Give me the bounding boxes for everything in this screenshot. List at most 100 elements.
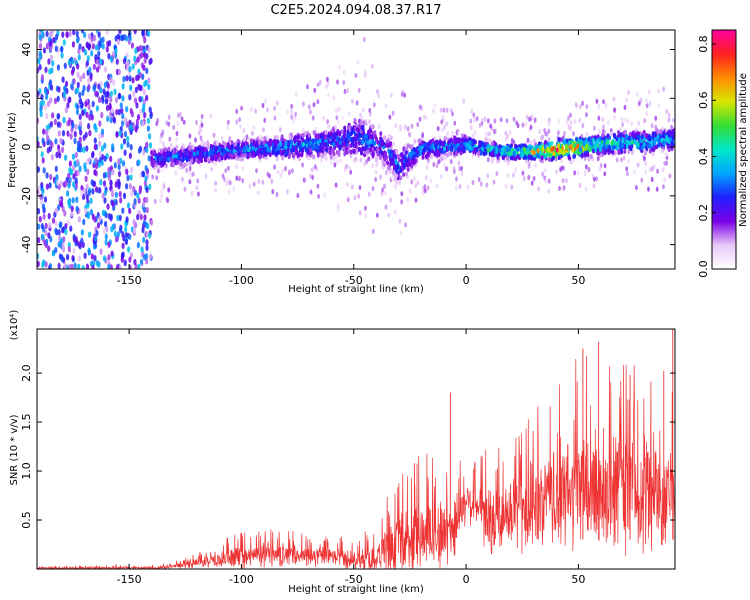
spectrogram-cell [593, 135, 597, 141]
spectrogram-cell [662, 166, 665, 172]
spectrogram-cell [214, 161, 217, 167]
spectrogram-cell [74, 236, 78, 243]
spectrogram-cell [635, 185, 638, 191]
spectrogram-cell [146, 117, 150, 125]
spectrogram-cell [389, 197, 392, 203]
spectrogram-cell [644, 149, 647, 155]
spectrogram-cell [38, 42, 43, 50]
spectrogram-cell [128, 233, 132, 240]
spectrogram-cell [472, 112, 476, 118]
spectrogram-x-tick-label: -50 [345, 274, 363, 287]
spectrogram-cell [276, 169, 280, 175]
spectrogram-cell [471, 179, 475, 186]
spectrogram-cell [337, 106, 341, 112]
spectrogram-cell [129, 84, 133, 92]
spectrogram-cell [223, 149, 227, 155]
spectrogram-cell [98, 187, 102, 194]
spectrogram-cell [320, 134, 324, 140]
spectrogram-cell [45, 112, 49, 120]
spectrogram-cell [525, 150, 529, 156]
spectrogram-cell [129, 123, 133, 131]
spectrogram-cell [126, 135, 130, 143]
spectrogram-cell [301, 148, 305, 154]
spectrogram-cell [59, 237, 64, 244]
spectrogram-cell [514, 167, 517, 173]
spectrogram-y-tick-label: 40 [20, 43, 33, 57]
spectrogram-cell [75, 30, 79, 37]
spectrogram-cell [551, 155, 555, 161]
spectrogram-cell [402, 172, 406, 177]
spectrogram-cell [190, 190, 194, 196]
spectrogram-cell [473, 130, 477, 136]
spectrogram-cell [252, 124, 256, 130]
spectrogram-cell [625, 166, 629, 172]
spectrogram-cell [105, 104, 110, 112]
spectrogram-cell [329, 154, 333, 160]
spectrogram-cell [124, 226, 128, 233]
spectrogram-cell [142, 219, 146, 226]
spectrogram-cell [104, 233, 108, 240]
spectrogram-cell [552, 151, 556, 157]
colorbar-tick-label: 0.4 [697, 148, 710, 166]
spectrogram-cell [413, 176, 416, 182]
spectrogram-cell [292, 152, 296, 158]
spectrogram-cell [117, 92, 121, 100]
spectrogram-cell [228, 145, 232, 151]
snr-x-ticks: -150 -100 -50 0 50 [117, 329, 585, 586]
spectrogram-cell [307, 155, 311, 161]
spectrogram-cell [667, 117, 671, 123]
spectrogram-cell [64, 223, 68, 230]
spectrogram-cell [47, 58, 51, 65]
spectrogram-cell [439, 148, 442, 153]
spectrogram-cell [393, 176, 397, 181]
spectrogram-cell [62, 39, 66, 46]
spectrogram-cell [188, 154, 192, 160]
spectrogram-cell [284, 150, 288, 156]
spectrogram-cell [83, 165, 87, 172]
spectrogram-cell [520, 143, 524, 149]
spectrogram-cell [374, 169, 378, 175]
spectrogram-cell [371, 228, 375, 234]
spectrogram-cell [432, 161, 436, 168]
spectrogram-cell [80, 30, 85, 34]
spectrogram-cell [138, 187, 142, 195]
spectrogram-cell [625, 97, 628, 103]
spectrogram-cell [54, 220, 58, 227]
spectrogram-cell [200, 122, 204, 128]
spectrogram-cell [455, 176, 458, 182]
spectrogram-cell [324, 156, 328, 162]
spectrogram-cell [116, 214, 120, 222]
spectrogram-cell [473, 139, 477, 145]
spectrogram-cell [328, 150, 332, 156]
spectrogram-cell [87, 156, 91, 164]
spectrogram-cell [99, 179, 103, 186]
spectrogram-cell [167, 121, 171, 127]
spectrogram-cell [626, 171, 629, 177]
spectrogram-cell [543, 127, 546, 134]
spectrogram-cell [48, 40, 52, 47]
spectrogram-cell [245, 134, 249, 140]
spectrogram-cell [44, 129, 49, 136]
spectrogram-cell [655, 186, 659, 192]
spectrogram-cell [268, 140, 272, 146]
spectrogram-cell [262, 140, 266, 146]
spectrogram-cell [357, 127, 361, 133]
spectrogram-cell [241, 165, 245, 171]
spectrogram-cell [386, 165, 390, 171]
spectrogram-cell [449, 108, 453, 114]
spectrogram-cell [275, 100, 279, 106]
spectrogram-cell [107, 53, 111, 60]
spectrogram-cell [177, 112, 180, 118]
spectrogram-cell [670, 144, 674, 149]
spectrogram-cell [254, 108, 257, 114]
spectrogram-cell [464, 142, 468, 148]
spectrogram-cell [543, 144, 547, 150]
spectrogram-cell [273, 135, 277, 141]
spectrogram-cell [83, 252, 87, 259]
spectrogram-cell [170, 144, 174, 150]
spectrogram-cell [367, 156, 371, 162]
spectrogram-cell [221, 173, 225, 179]
spectrogram-cell [143, 37, 147, 44]
spectrogram-cell [596, 156, 600, 162]
spectrogram-cell [394, 159, 398, 165]
